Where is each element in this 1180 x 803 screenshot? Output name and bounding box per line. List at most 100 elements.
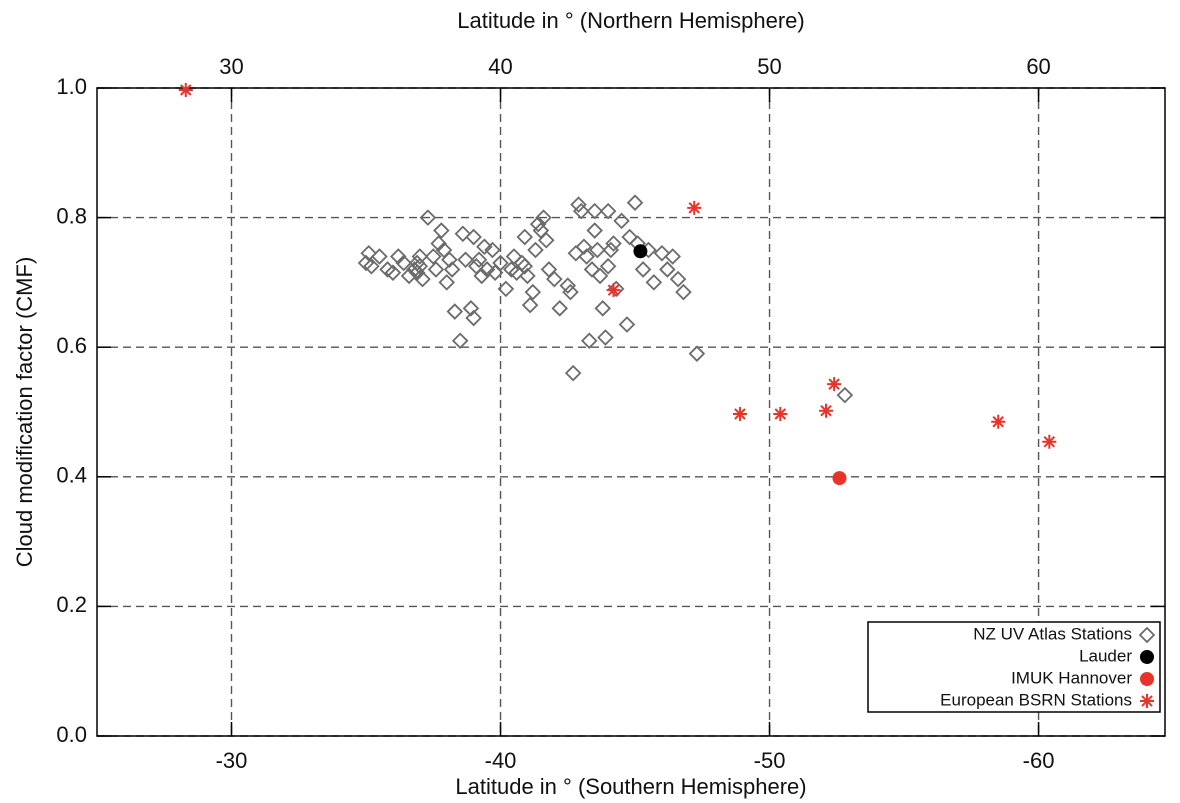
diamond-point (664, 248, 681, 265)
x2-tick-label: 40 (488, 54, 512, 79)
diamond-point (626, 194, 644, 211)
asterisk-point (1042, 434, 1057, 449)
diamond-point (599, 257, 617, 275)
diamond-point (505, 248, 523, 265)
y-axis-label: Cloud modification factor (CMF) (12, 257, 37, 568)
diamond-point (492, 254, 509, 272)
diamond-point (414, 270, 431, 288)
diamond-point (546, 270, 563, 288)
asterisk-point (178, 82, 193, 97)
diamond-point (594, 300, 612, 317)
legend-marker (1140, 650, 1154, 664)
diamond-point (591, 267, 609, 285)
legend-label: NZ UV Atlas Stations (973, 624, 1132, 643)
diamond-point (618, 316, 636, 333)
asterisk-point (606, 283, 621, 298)
diamond-point (438, 274, 455, 291)
y-tick-label: 0.2 (56, 592, 87, 617)
diamond-point (419, 209, 437, 226)
x2-axis-label: Latitude in ° (Northern Hemisphere) (457, 8, 805, 33)
diamond-point (465, 228, 482, 246)
diamond-point (581, 332, 598, 349)
diamond-point (572, 202, 590, 220)
diamond-point (384, 264, 402, 281)
diamond-point (433, 222, 450, 239)
diamond-point (570, 196, 587, 213)
y-tick-label: 0.0 (56, 722, 87, 747)
diamond-point (675, 283, 692, 301)
diamond-point (559, 277, 577, 294)
y-tick-label: 0.4 (56, 463, 87, 488)
diamond-point (470, 251, 488, 268)
legend-marker (1140, 672, 1154, 686)
diamond-point (589, 241, 606, 259)
legend-label: IMUK Hannover (1011, 668, 1132, 687)
diamond-point (519, 267, 536, 285)
x-tick-label: -50 (754, 748, 786, 773)
diamond-point (360, 244, 377, 262)
diamond-point (532, 222, 550, 239)
asterisk-point (819, 403, 834, 418)
diamond-point (465, 309, 482, 327)
legend-box (867, 621, 1161, 713)
diamond-point (371, 248, 388, 265)
x-tick-label: -60 (1023, 748, 1055, 773)
diamond-point (602, 241, 620, 259)
x2-tick-label: 50 (757, 54, 781, 79)
diamond-point (607, 280, 625, 298)
diamond-point (457, 251, 474, 268)
circle-point (633, 244, 648, 259)
diamond-point (578, 248, 595, 265)
legend-label: European BSRN Stations (940, 690, 1132, 709)
diamond-point (645, 274, 663, 291)
diamond-point (529, 215, 547, 233)
asterisk-point (773, 406, 788, 421)
diamond-point (411, 248, 429, 265)
diamond-point (669, 270, 687, 288)
diamond-point (473, 267, 490, 285)
diamond-point (400, 267, 418, 285)
diamond-point (516, 257, 534, 275)
diamond-point (586, 222, 603, 239)
diamond-point (411, 257, 429, 275)
diamond-point (443, 261, 461, 278)
diamond-point (441, 251, 458, 268)
diamond-point (427, 261, 445, 278)
legend-marker (1138, 626, 1156, 644)
diamond-point (634, 261, 652, 278)
diamond-point (535, 209, 552, 226)
diamond-point (605, 235, 622, 252)
diamond-point (613, 212, 630, 230)
diamond-point (363, 257, 380, 275)
asterisk-point (732, 406, 747, 421)
diamond-point (516, 228, 534, 246)
diamond-point (484, 241, 501, 259)
diamond-point (836, 386, 854, 404)
diamond-point (521, 296, 539, 314)
diamond-point (621, 228, 638, 246)
diamond-point (653, 244, 671, 262)
diamond-point (446, 303, 464, 320)
diamond-point (524, 283, 542, 301)
diamond-point (564, 364, 582, 382)
diamond-point (395, 254, 412, 272)
diamond-point (476, 238, 493, 256)
diamond-point (497, 280, 515, 298)
diamond-point (599, 202, 617, 220)
diamond-point (597, 329, 614, 346)
asterisk-point (687, 200, 702, 215)
legend: NZ UV Atlas Stations Lauder IMUK Hannove… (867, 621, 1161, 713)
diamond-point (462, 300, 480, 317)
diamond-point (688, 345, 706, 362)
x2-tick-label: 60 (1026, 54, 1050, 79)
diamond-point (583, 261, 601, 278)
x-tick-label: -30 (216, 748, 248, 773)
diamond-point (451, 332, 469, 349)
diamond-point (537, 232, 555, 249)
plot-area: 0.0 0.2 0.4 0.6 0.8 1.0 -30 -40 -50 -60 30 40 50 60 (56, 54, 1166, 773)
diamond-point (424, 248, 442, 265)
asterisk-point (827, 377, 842, 392)
x-axis-label: Latitude in ° (Southern Hemisphere) (455, 774, 806, 799)
diamond-point (478, 261, 496, 278)
